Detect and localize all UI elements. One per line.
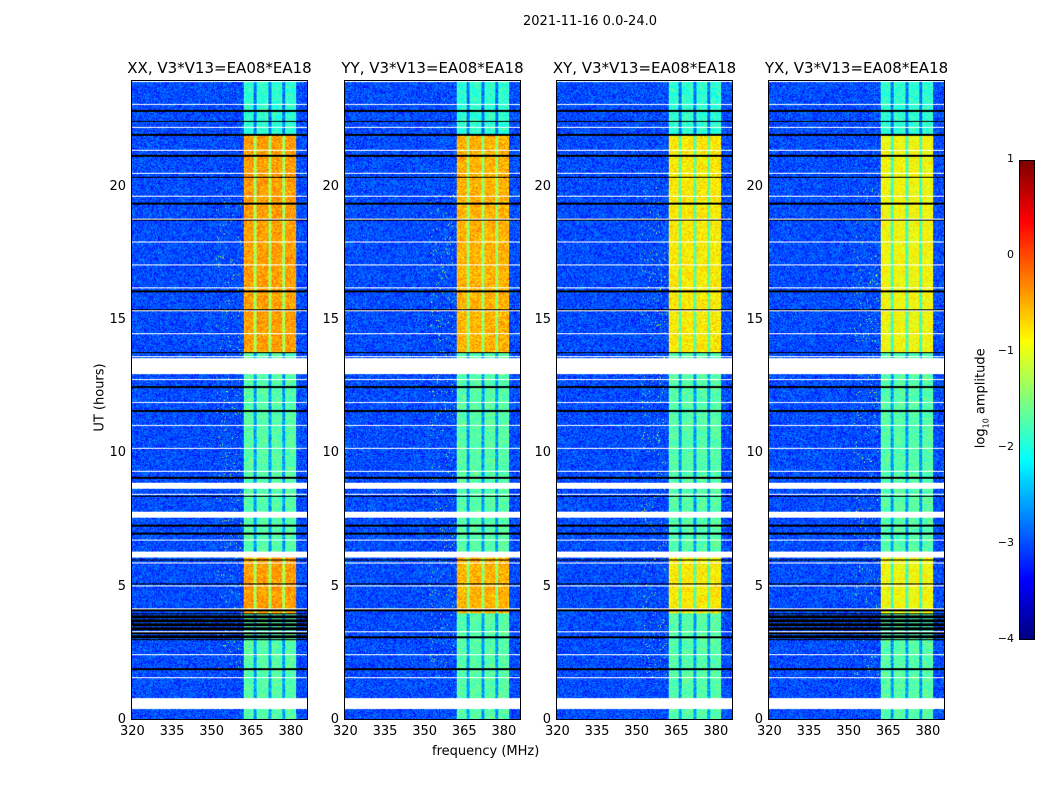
y-tick-label: 5: [754, 578, 763, 594]
x-tick-label: 380: [278, 724, 304, 739]
x-tick-label: 335: [796, 724, 822, 739]
colorbar-label: log10 amplitude: [973, 348, 991, 449]
y-tick-label: 0: [754, 712, 763, 727]
y-tick-label: 5: [117, 578, 126, 594]
panel-title: XY, V3*V13=EA08*EA18: [552, 59, 737, 77]
colorbar-tick-label: 1: [1007, 152, 1014, 165]
y-tick-label: 5: [330, 578, 339, 594]
x-tick-label: 365: [451, 724, 477, 739]
figure-title: 2021-11-16 0.0-24.0: [523, 14, 657, 29]
y-tick-label: 20: [746, 178, 763, 194]
x-tick-label: 320: [333, 724, 358, 739]
x-tick-label: 320: [545, 724, 570, 739]
colorbar-tick-label: 0: [1007, 248, 1014, 261]
y-tick-label: 10: [322, 445, 339, 461]
y-axis-label: UT (hours): [92, 363, 108, 432]
x-axis-label: frequency (MHz): [432, 744, 540, 759]
y-tick-label: 20: [322, 178, 339, 194]
y-tick-label: 15: [746, 312, 763, 327]
y-tick-label: 0: [117, 712, 126, 727]
y-tick-label: 0: [542, 712, 551, 727]
x-tick-label: 335: [159, 724, 185, 739]
y-tick-label: 15: [534, 312, 551, 327]
x-tick-label: 335: [584, 724, 610, 739]
spectrogram-yx: [768, 80, 945, 720]
y-tick-label: 15: [109, 312, 126, 327]
colorbar-tick-label: −2: [997, 440, 1014, 453]
x-tick-label: 380: [491, 724, 517, 739]
colorbar-tick-label: −1: [997, 344, 1014, 357]
x-tick-label: 380: [703, 724, 729, 739]
panel-title: XX, V3*V13=EA08*EA18: [127, 59, 312, 77]
x-tick-label: 380: [915, 724, 941, 739]
colorbar-tick-label: −4: [997, 632, 1014, 645]
panel-title: YY, V3*V13=EA08*EA18: [341, 59, 524, 77]
x-tick-label: 365: [663, 724, 689, 739]
x-tick-label: 350: [624, 724, 650, 739]
x-tick-label: 320: [120, 724, 145, 739]
spectrogram-xx: [131, 80, 308, 720]
y-tick-label: 0: [330, 712, 339, 727]
x-tick-label: 365: [875, 724, 901, 739]
x-tick-label: 350: [199, 724, 225, 739]
panel-title: YX, V3*V13=EA08*EA18: [764, 59, 949, 77]
x-tick-label: 335: [372, 724, 398, 739]
x-tick-label: 350: [836, 724, 862, 739]
y-tick-label: 10: [534, 445, 551, 461]
y-tick-label: 5: [542, 578, 551, 594]
x-tick-label: 320: [757, 724, 782, 739]
y-tick-label: 20: [534, 178, 551, 194]
y-tick-label: 10: [109, 445, 126, 461]
x-tick-label: 365: [238, 724, 264, 739]
colorbar-tick-label: −3: [997, 536, 1014, 549]
x-tick-label: 350: [412, 724, 438, 739]
spectrogram-xy: [556, 80, 733, 720]
y-tick-label: 15: [322, 312, 339, 327]
colorbar: [1019, 160, 1035, 640]
y-tick-label: 20: [109, 178, 126, 194]
spectrogram-yy: [344, 80, 521, 720]
y-tick-label: 10: [746, 445, 763, 461]
